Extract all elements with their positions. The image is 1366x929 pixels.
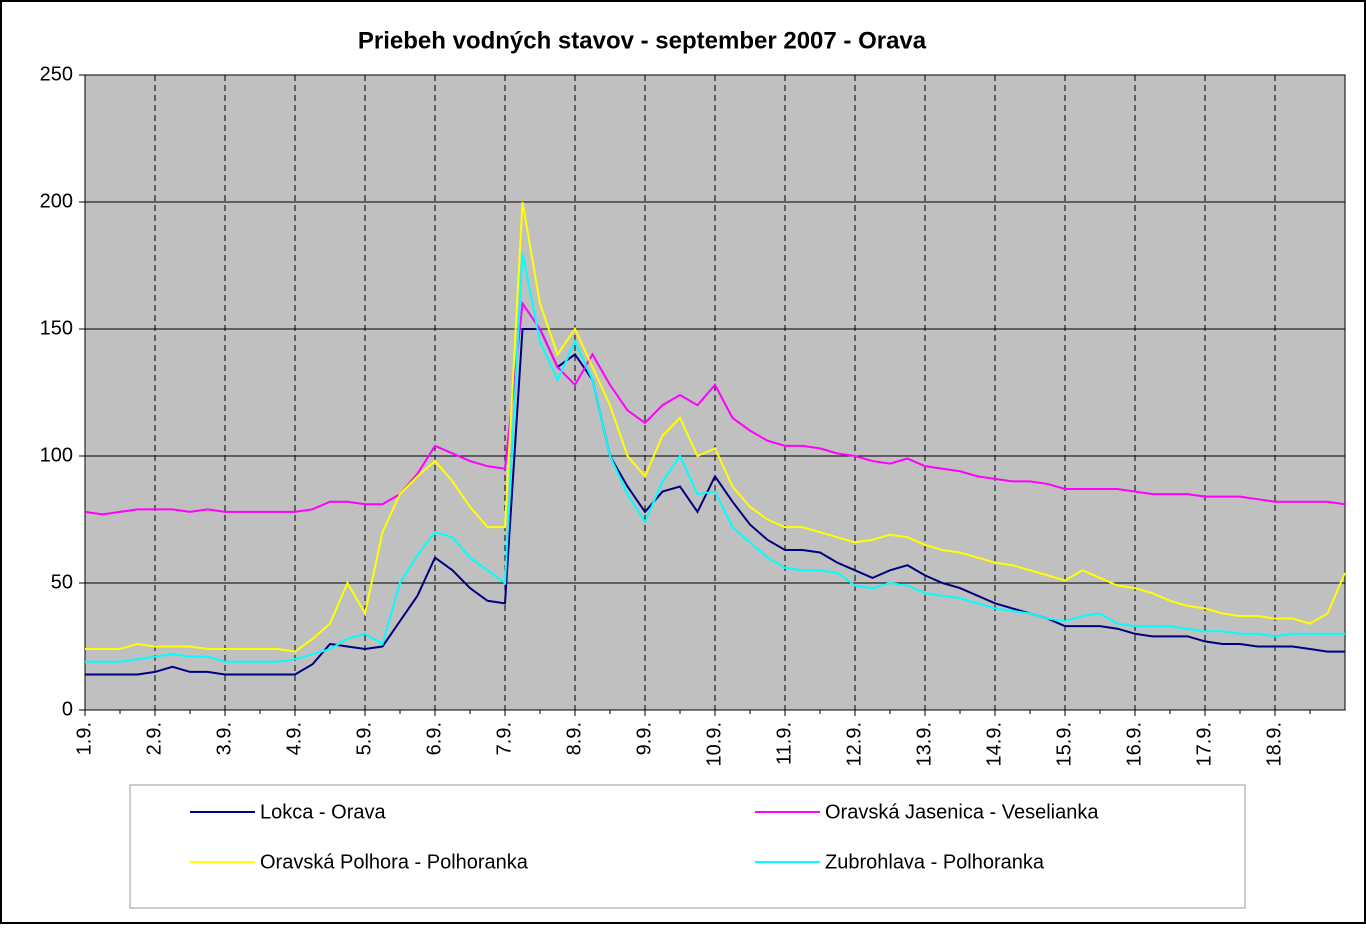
- x-tick-label: 1.9.: [73, 722, 95, 755]
- legend-box: [129, 784, 1246, 909]
- series-line: [85, 328, 1345, 676]
- legend-label: Zubrohlava - Polhoranka: [825, 851, 1045, 873]
- y-tick-label: 250: [40, 63, 73, 85]
- series-line: [85, 201, 1346, 653]
- y-tick-label: 50: [51, 571, 73, 593]
- legend-label: Oravská Jasenica - Veselianka: [825, 801, 1099, 823]
- legend-label: Oravská Polhora - Polhoranka: [260, 851, 529, 873]
- y-tick-label: 100: [40, 444, 73, 466]
- x-tick-label: 12.9.: [843, 722, 865, 766]
- plot-border: [84, 74, 1346, 711]
- x-tick-label: 3.9.: [213, 722, 235, 755]
- y-tick-label: 0: [62, 698, 73, 720]
- x-tick-label: 18.9.: [1263, 722, 1285, 766]
- x-tick-label: 15.9.: [1053, 722, 1075, 766]
- x-tick-label: 8.9.: [563, 722, 585, 755]
- x-tick-label: 2.9.: [143, 722, 165, 755]
- x-tick-label: 6.9.: [423, 722, 445, 755]
- chart-title: Priebeh vodných stavov - september 2007 …: [358, 27, 927, 54]
- x-tick-label: 16.9.: [1123, 722, 1145, 766]
- x-tick-label: 17.9.: [1193, 722, 1215, 766]
- x-tick-label: 10.9.: [703, 722, 725, 766]
- x-tick-label: 5.9.: [353, 722, 375, 755]
- x-tick-label: 4.9.: [283, 722, 305, 755]
- x-tick-label: 14.9.: [983, 722, 1005, 766]
- legend-label: Lokca - Orava: [260, 801, 386, 823]
- series-line: [84, 300, 1346, 516]
- x-tick-label: 13.9.: [913, 722, 935, 766]
- x-tick-label: 9.9.: [633, 722, 655, 755]
- series-line: [85, 252, 1345, 663]
- x-tick-label: 11.9.: [773, 722, 795, 765]
- x-tick-label: 7.9.: [493, 722, 515, 755]
- y-tick-label: 200: [40, 190, 73, 212]
- y-tick-label: 150: [40, 317, 73, 339]
